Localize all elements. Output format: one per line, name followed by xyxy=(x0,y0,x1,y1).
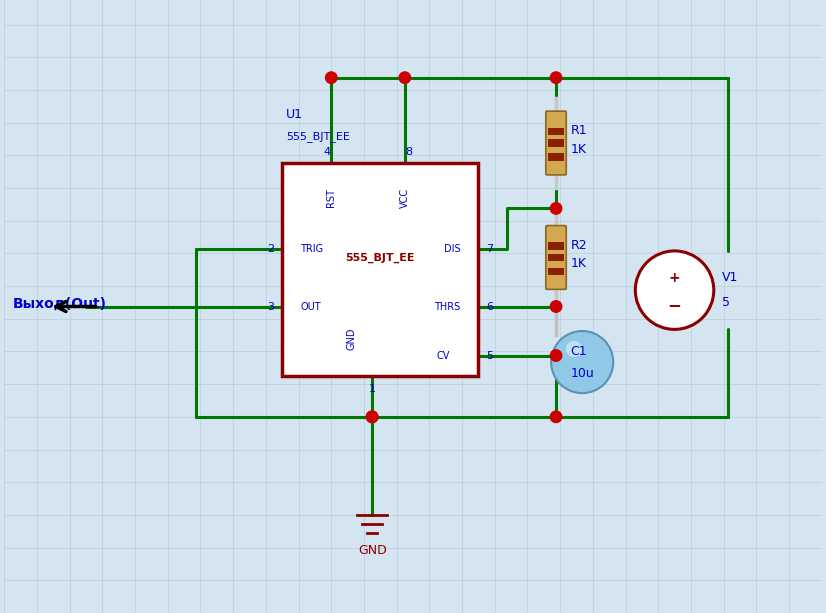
Text: U1: U1 xyxy=(287,108,303,121)
Circle shape xyxy=(550,350,562,361)
Text: 10u: 10u xyxy=(571,367,595,380)
Circle shape xyxy=(325,72,337,83)
Text: C1: C1 xyxy=(571,345,587,358)
Bar xyxy=(548,242,563,249)
Text: VCC: VCC xyxy=(400,188,410,208)
Circle shape xyxy=(550,203,562,214)
Text: 3: 3 xyxy=(267,302,274,311)
Circle shape xyxy=(551,331,613,393)
Text: 4: 4 xyxy=(324,147,330,157)
Text: R2: R2 xyxy=(571,238,587,252)
Text: CV: CV xyxy=(436,351,450,360)
Text: +: + xyxy=(669,271,681,285)
Text: GND: GND xyxy=(347,328,357,351)
Text: 1K: 1K xyxy=(571,257,586,270)
Circle shape xyxy=(399,72,411,83)
Text: DIS: DIS xyxy=(444,245,460,254)
Text: 555_BJT_EE: 555_BJT_EE xyxy=(345,253,415,262)
Text: 8: 8 xyxy=(406,147,412,157)
Bar xyxy=(548,128,563,135)
Bar xyxy=(548,268,563,275)
Text: 5: 5 xyxy=(722,296,730,309)
Text: THRS: THRS xyxy=(434,302,460,311)
Circle shape xyxy=(550,72,562,83)
Circle shape xyxy=(367,411,377,422)
Circle shape xyxy=(635,251,714,329)
FancyBboxPatch shape xyxy=(546,226,567,289)
Text: 2: 2 xyxy=(267,245,274,254)
Bar xyxy=(548,153,563,161)
Circle shape xyxy=(550,411,562,422)
Text: V1: V1 xyxy=(722,272,738,284)
FancyBboxPatch shape xyxy=(282,164,478,376)
Text: GND: GND xyxy=(358,544,387,557)
Text: −: − xyxy=(667,296,681,314)
Text: 1: 1 xyxy=(368,384,376,394)
Circle shape xyxy=(566,341,582,357)
Text: 555_BJT_EE: 555_BJT_EE xyxy=(287,131,350,142)
Text: Выход(Out): Выход(Out) xyxy=(12,297,107,311)
Text: 5: 5 xyxy=(487,351,494,360)
Text: RST: RST xyxy=(326,188,336,207)
Text: 6: 6 xyxy=(487,302,494,311)
Text: 1K: 1K xyxy=(571,143,586,156)
Text: 7: 7 xyxy=(487,245,494,254)
Circle shape xyxy=(550,301,562,312)
Bar xyxy=(548,254,563,261)
Text: OUT: OUT xyxy=(300,302,320,311)
Text: R1: R1 xyxy=(571,124,587,137)
FancyBboxPatch shape xyxy=(546,111,567,175)
Text: TRIG: TRIG xyxy=(300,245,323,254)
Circle shape xyxy=(367,411,377,422)
Bar xyxy=(548,139,563,147)
